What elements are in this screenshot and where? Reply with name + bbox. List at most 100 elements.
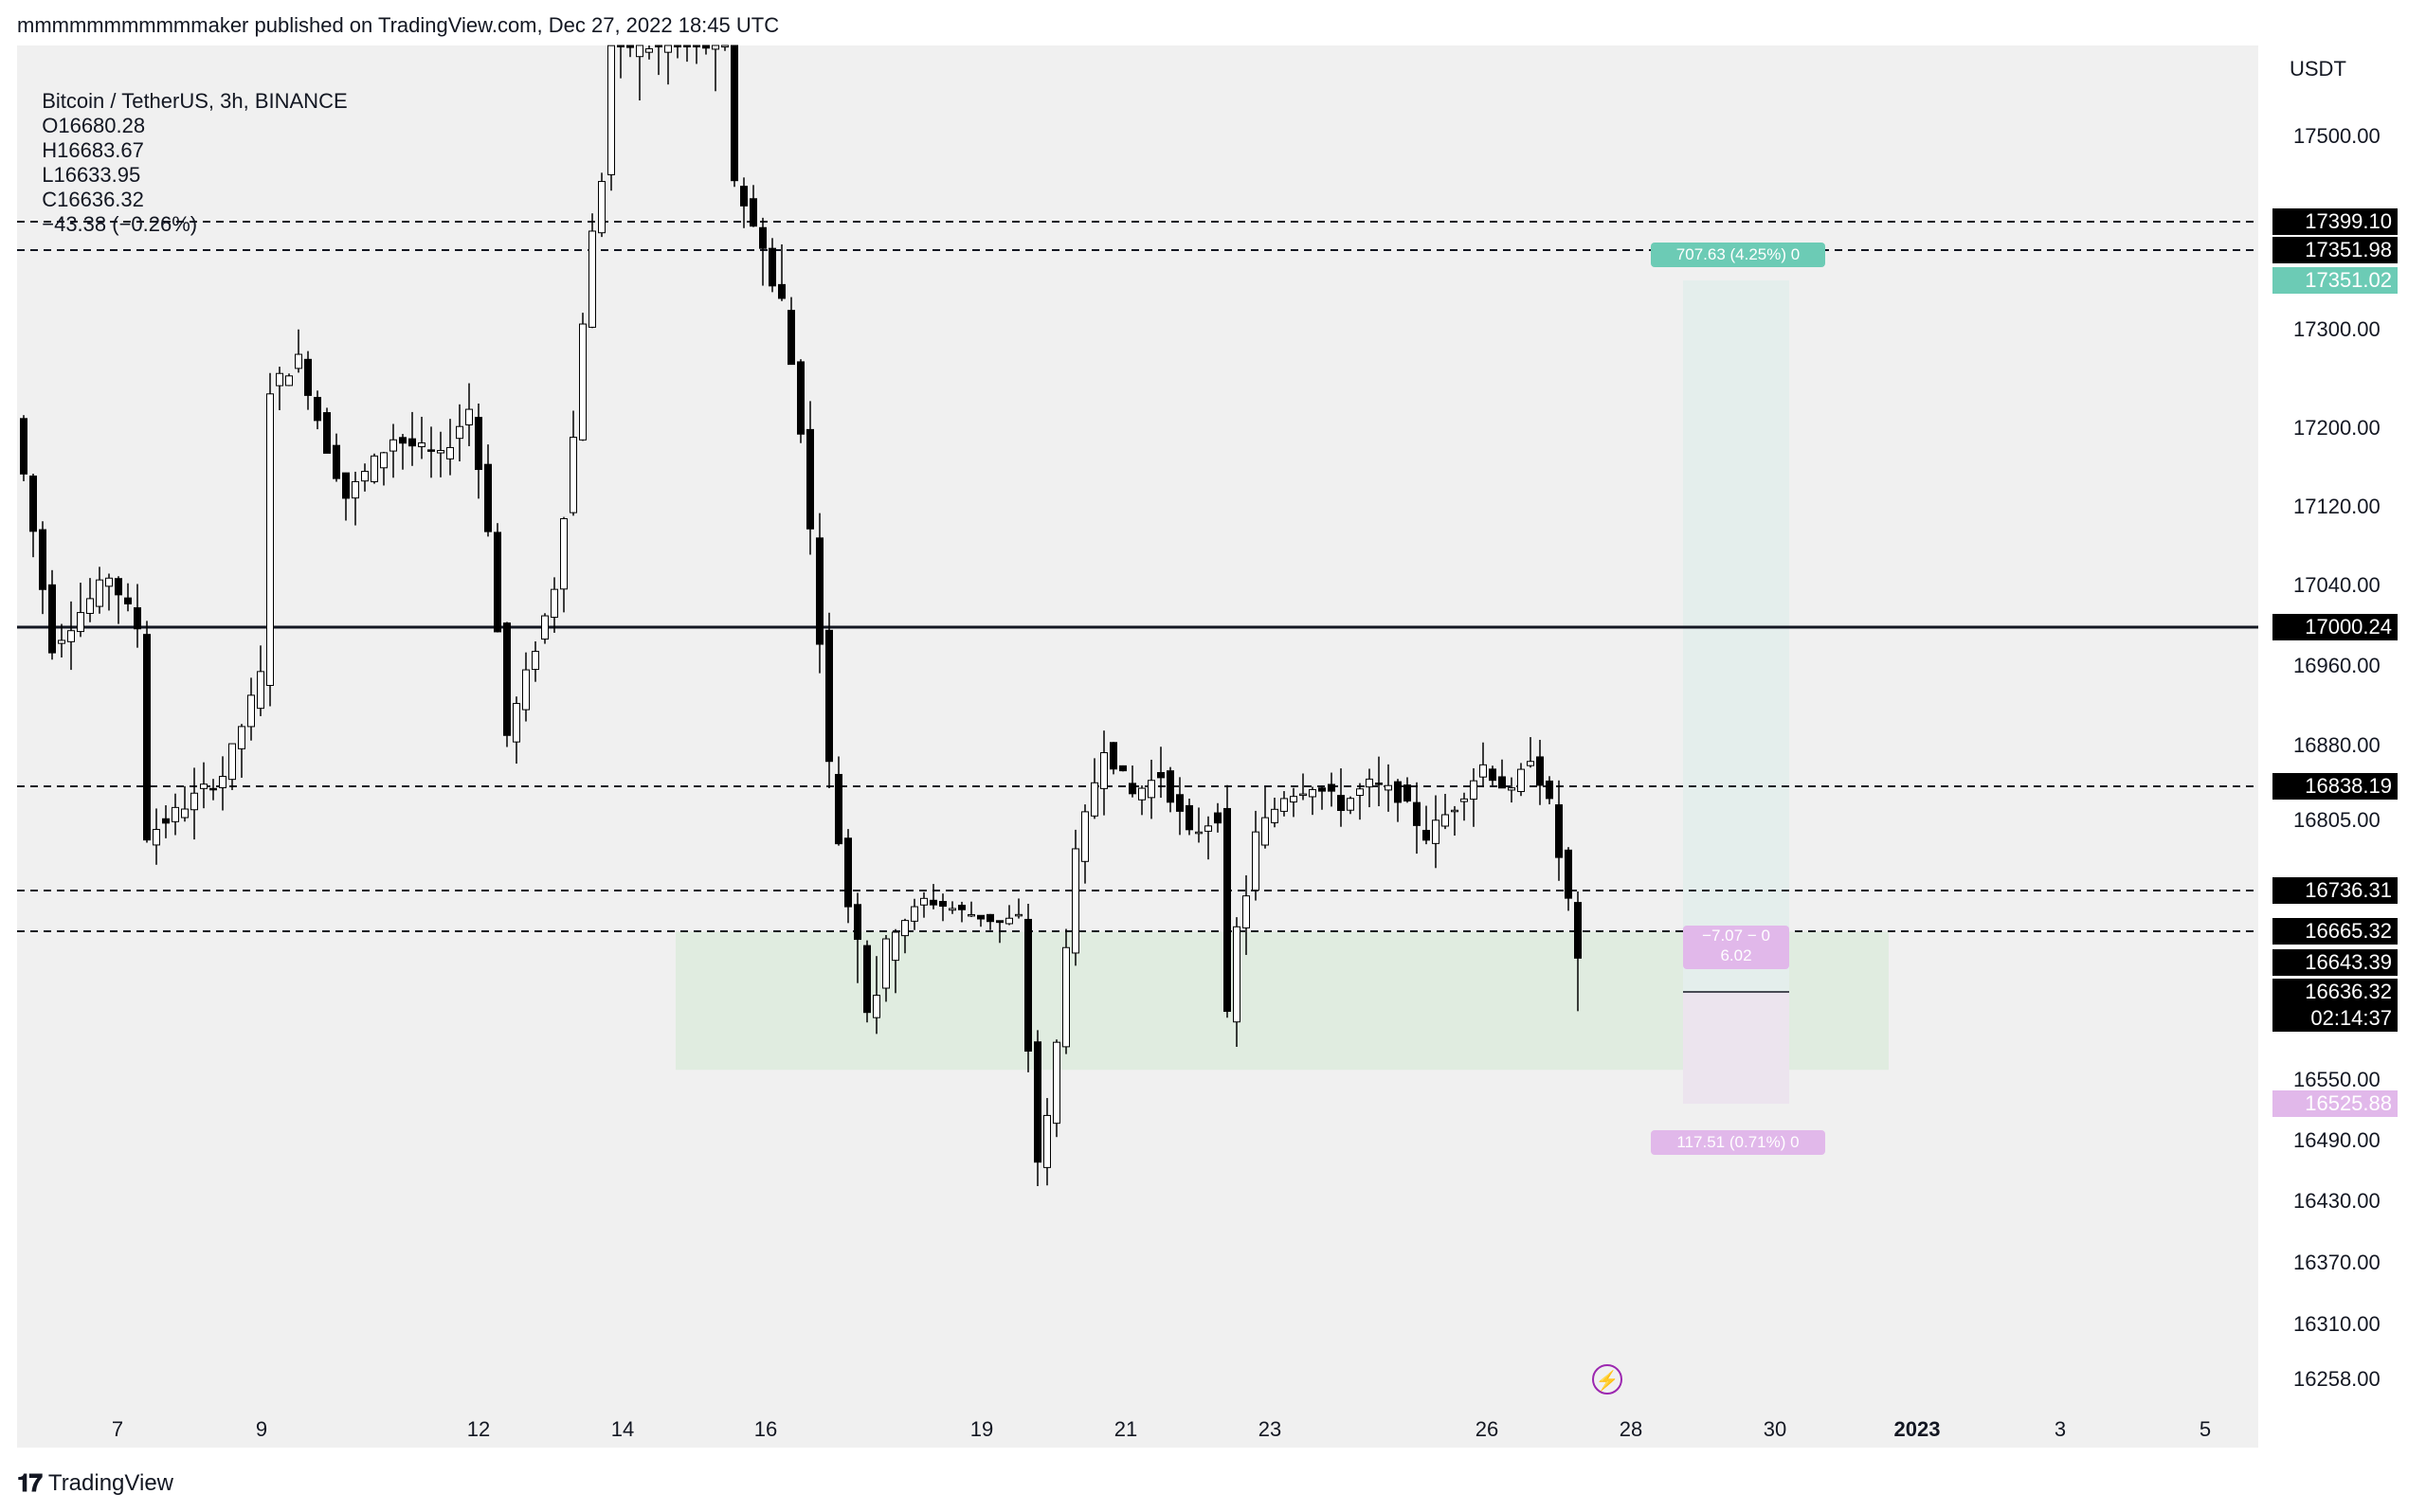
candle-body (664, 45, 672, 53)
candle-body (1186, 804, 1193, 831)
candle-body (882, 938, 890, 989)
candle-body (598, 181, 606, 234)
candle-body (48, 584, 56, 654)
candle-body (124, 597, 132, 604)
candle-body (257, 671, 264, 710)
candle-body (190, 792, 198, 811)
candle-body (456, 425, 463, 440)
candle-body (247, 694, 255, 728)
candle-body (295, 353, 302, 369)
y-tick-label: 17300.00 (2293, 317, 2381, 341)
candle-body (1062, 946, 1070, 1048)
candle-body (1119, 765, 1127, 772)
candle-body (1413, 801, 1421, 826)
candle-body (939, 901, 947, 908)
y-tick-label: 16370.00 (2293, 1251, 2381, 1274)
candle-body (702, 45, 710, 49)
candle-body (427, 449, 435, 452)
candle-body (1015, 913, 1023, 917)
candle-body (769, 247, 776, 287)
y-tick-label: 16880.00 (2293, 733, 2381, 757)
candle-body (617, 45, 625, 47)
candle-body (465, 408, 473, 425)
candle-body (863, 945, 871, 1014)
candle-body (721, 45, 729, 48)
legend-low: L16633.95 (42, 163, 141, 187)
candle-body (1242, 895, 1250, 928)
candle-body (731, 45, 738, 182)
candle-body (399, 437, 407, 444)
candle-body (806, 428, 814, 530)
candle-body (1053, 1041, 1060, 1125)
candle-body (1271, 808, 1278, 823)
candle-body (778, 283, 786, 299)
candle-body (1110, 742, 1117, 770)
x-tick-label: 5 (2199, 1417, 2212, 1441)
candle-body (560, 518, 568, 590)
candle-body (1024, 918, 1032, 1053)
candle-body (1441, 814, 1449, 827)
candle-body (418, 442, 425, 448)
legend-symbol: Bitcoin / TetherUS, 3h, BINANCE (42, 89, 348, 113)
candle-body (77, 612, 84, 633)
candle-body (58, 639, 65, 644)
price-tag: 17399.10 (2272, 208, 2398, 235)
y-tick-label: 17200.00 (2293, 416, 2381, 440)
rr-value: 6.02 (1720, 946, 1752, 964)
candle-body (1148, 780, 1155, 799)
candle-body (825, 629, 833, 763)
candle-body (1043, 1114, 1051, 1168)
candle-body (626, 45, 634, 48)
y-tick-label: 16310.00 (2293, 1312, 2381, 1336)
candle-body (437, 450, 444, 454)
candle-body (209, 787, 217, 791)
candle-body (1385, 784, 1392, 791)
lightning-icon[interactable]: ⚡ (1592, 1364, 1622, 1395)
price-tag: 17000.24 (2272, 614, 2398, 640)
candle-body (1252, 831, 1259, 891)
candle-body (977, 914, 985, 920)
candle-body (1517, 768, 1525, 792)
candle-body (105, 577, 113, 587)
candle-body (588, 230, 596, 328)
candle-body (1167, 770, 1174, 803)
candle-body (911, 906, 918, 922)
y-tick-label: 17040.00 (2293, 573, 2381, 597)
candle-body (408, 438, 416, 447)
candle-body (1356, 788, 1364, 797)
candle-body (1280, 798, 1288, 812)
candle-body (162, 818, 170, 824)
candle-body (238, 726, 245, 749)
price-tag: 17351.98 (2272, 237, 2398, 263)
candle-body (1034, 1041, 1041, 1163)
candle-body (228, 743, 236, 781)
candle-body (20, 418, 27, 475)
candle-body (1091, 782, 1098, 817)
y-tick-label: 16430.00 (2293, 1189, 2381, 1213)
y-tick-label: 16258.00 (2293, 1367, 2381, 1391)
candle-body (380, 452, 388, 469)
x-tick-label: 12 (466, 1417, 491, 1441)
y-tick-label: 16550.00 (2293, 1068, 2381, 1091)
published-line: mmmmmmmmmmmaker published on TradingView… (17, 13, 780, 37)
x-tick-label: 9 (255, 1417, 268, 1441)
footer-brand: TradingView (47, 1470, 173, 1496)
candle-body (645, 48, 653, 53)
candle-body (1081, 811, 1089, 862)
pnl-label: −7.07 − 0 6.02 (1683, 926, 1789, 969)
candle-body (996, 920, 1004, 924)
y-tick-label: 17500.00 (2293, 124, 2381, 148)
legend-high: H16683.67 (42, 138, 144, 162)
x-tick-label: 19 (969, 1417, 994, 1441)
candle-body (873, 995, 880, 1018)
candle-body (1214, 812, 1222, 824)
candle-body (1233, 926, 1240, 1023)
candle-body (494, 531, 501, 633)
candle-body (333, 444, 340, 479)
chart-area[interactable] (17, 45, 2258, 1448)
candle-body (172, 806, 179, 822)
candle-body (797, 361, 805, 435)
candle-body (371, 455, 378, 482)
candle-body (579, 323, 587, 441)
